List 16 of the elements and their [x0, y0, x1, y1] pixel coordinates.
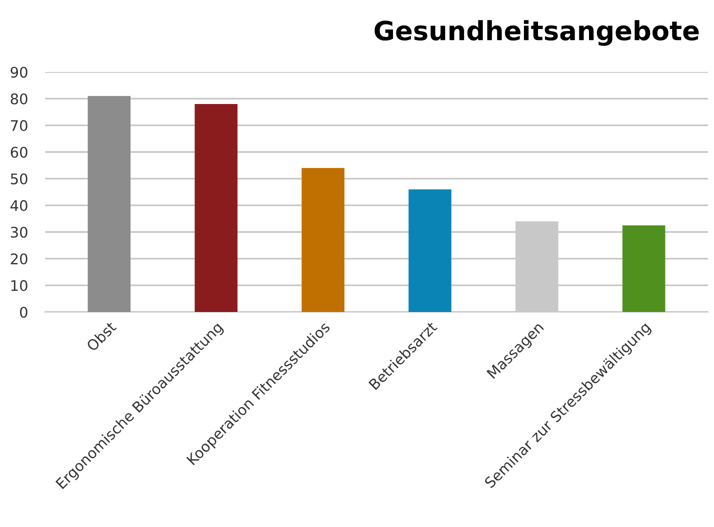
y-tick-label: 50 — [10, 173, 28, 184]
bar — [194, 104, 238, 312]
y-tick-label: 40 — [10, 200, 28, 212]
bar — [408, 189, 452, 312]
y-tick-label: 10 — [11, 280, 28, 292]
y-tick-label: 30 — [10, 226, 28, 238]
y-tick-label: 20 — [10, 253, 28, 264]
y-tick-label: 60 — [10, 146, 28, 158]
y-tick-label: 70 — [10, 120, 28, 132]
bar — [622, 225, 666, 312]
bar — [88, 96, 131, 312]
y-tick-label: 80 — [10, 93, 28, 104]
y-tick-label: 0 — [20, 306, 28, 318]
y-tick-label: 90 — [10, 66, 28, 78]
bar — [302, 168, 344, 312]
chart-title: Gesundheitsangebote — [374, 20, 699, 46]
